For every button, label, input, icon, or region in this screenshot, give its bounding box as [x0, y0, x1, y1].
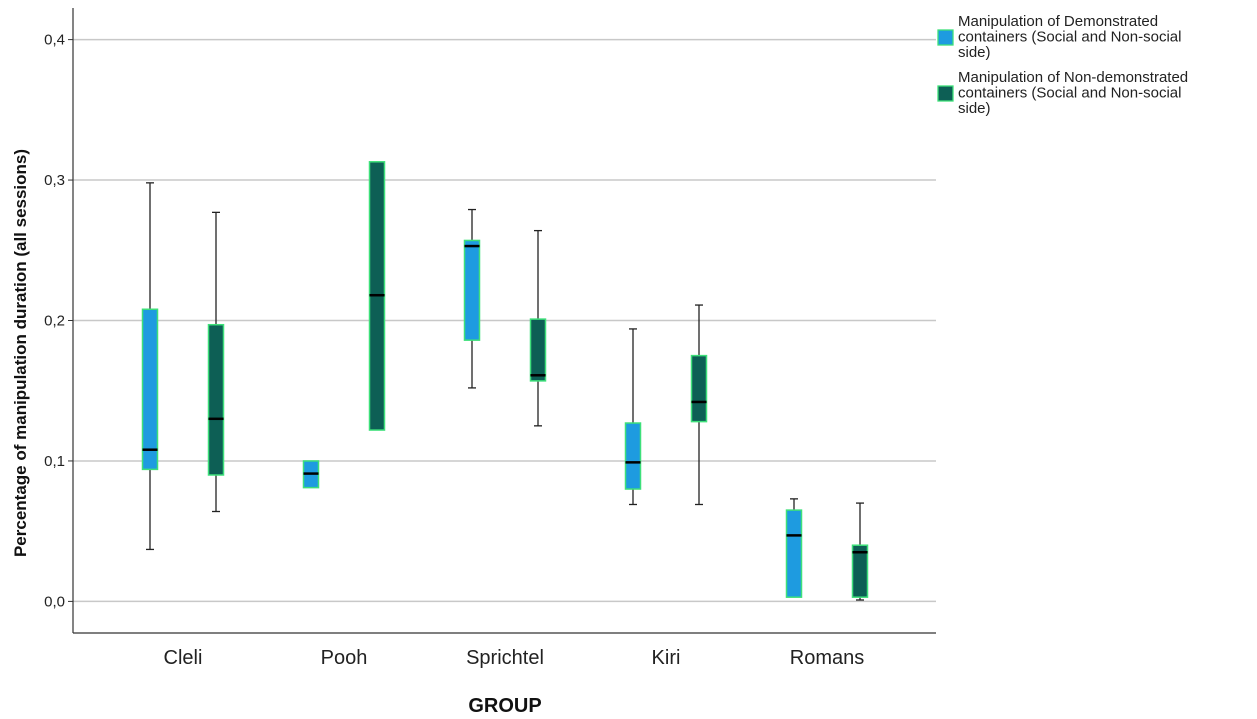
y-axis-title: Percentage of manipulation duration (all… — [11, 149, 30, 557]
y-tick-label: 0,2 — [44, 313, 65, 330]
y-tick-label: 0,4 — [44, 32, 65, 49]
x-category-label: Cleli — [164, 647, 203, 669]
box-0-1 — [302, 460, 320, 489]
legend-label-line: Manipulation of Non-demonstrated — [958, 69, 1188, 86]
box-iqr — [690, 354, 708, 423]
legend-label-line: side) — [958, 44, 991, 61]
y-tick-labels: 0,0 0,1 0,2 0,3 0,4 — [44, 32, 65, 611]
x-category-labels: Cleli Pooh Sprichtel Kiri Romans — [164, 647, 865, 669]
box-iqr — [529, 318, 547, 382]
box-0-3 — [624, 328, 642, 506]
legend-swatch — [937, 29, 954, 46]
legend-label-line: Manipulation of Demonstrated — [958, 13, 1158, 30]
y-tick-label: 0,0 — [44, 593, 65, 610]
x-category-label: Pooh — [321, 647, 368, 669]
axes — [72, 8, 936, 634]
box-1-3 — [690, 304, 708, 506]
legend-item-1: Manipulation of Non-demonstratedcontaine… — [937, 69, 1188, 117]
box-iqr — [207, 323, 225, 476]
box-0-4 — [785, 498, 803, 598]
y-tick-label: 0,3 — [44, 172, 65, 189]
box-iqr — [141, 308, 159, 471]
x-axis-title: GROUP — [468, 695, 541, 717]
x-category-label: Kiri — [652, 647, 681, 669]
x-category-label: Sprichtel — [466, 647, 544, 669]
box-1-0 — [207, 211, 225, 513]
legend-label-line: side) — [958, 100, 991, 117]
box-series-group — [141, 161, 869, 601]
legend-label-line: containers (Social and Non-social — [958, 29, 1181, 46]
box-0-0 — [141, 182, 159, 551]
y-tick-label: 0,1 — [44, 453, 65, 470]
box-iqr — [624, 422, 642, 490]
box-1-4 — [851, 502, 869, 601]
box-1-1 — [368, 161, 386, 431]
box-iqr — [463, 239, 481, 341]
box-iqr — [785, 509, 803, 598]
box-1-2 — [529, 229, 547, 427]
box-0-2 — [463, 208, 481, 389]
legend-label-line: containers (Social and Non-social — [958, 85, 1181, 102]
legend-swatch — [937, 85, 954, 102]
x-category-label: Romans — [790, 647, 864, 669]
gridlines — [68, 38, 936, 603]
box-iqr — [851, 544, 869, 598]
